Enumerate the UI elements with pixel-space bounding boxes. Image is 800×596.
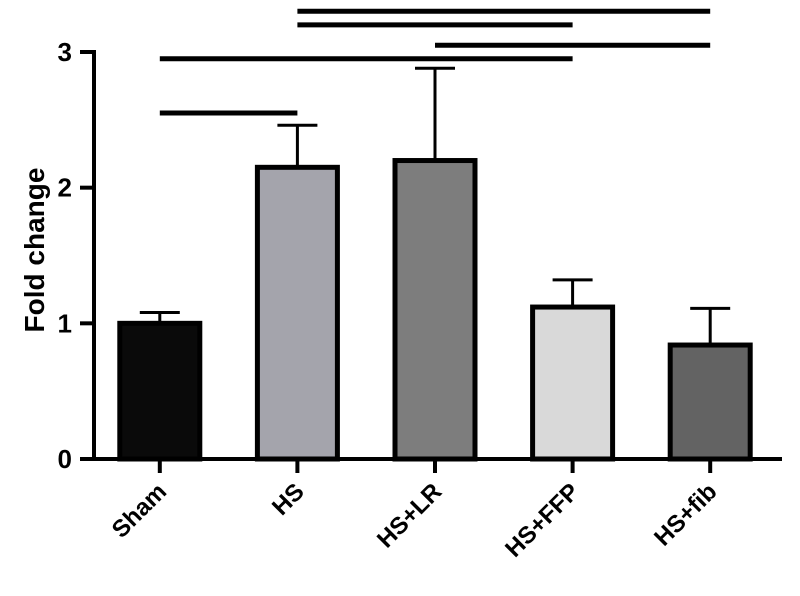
significance-brackets: [159, 8, 711, 116]
x-tick-label: HS+fib: [649, 478, 722, 551]
y-tick-label: 3: [58, 37, 72, 67]
bar-sham: [117, 320, 203, 462]
error-bars-group: [139, 66, 731, 346]
y-tick-label: 1: [58, 308, 72, 338]
y-tick-label: 2: [58, 173, 72, 203]
y-tick-label: 0: [58, 444, 72, 474]
bars-group: [117, 158, 753, 462]
bar-hs-fib: [667, 342, 753, 462]
x-tick-label: Sham: [107, 478, 172, 543]
y-ticks-group: 0 1 2 3: [58, 37, 94, 474]
x-tick-label: HS+FFP: [500, 478, 585, 563]
x-ticks-group: Sham HS HS+LR HS+FFP HS+fib: [107, 459, 722, 563]
x-tick-label: HS+LR: [372, 478, 447, 553]
bar-hs-lr: [392, 158, 478, 462]
y-axis-title: Fold change: [19, 168, 50, 333]
x-tick-label: HS: [267, 478, 310, 521]
bar-hs: [254, 164, 340, 462]
bar-hs-ffp: [530, 304, 616, 462]
